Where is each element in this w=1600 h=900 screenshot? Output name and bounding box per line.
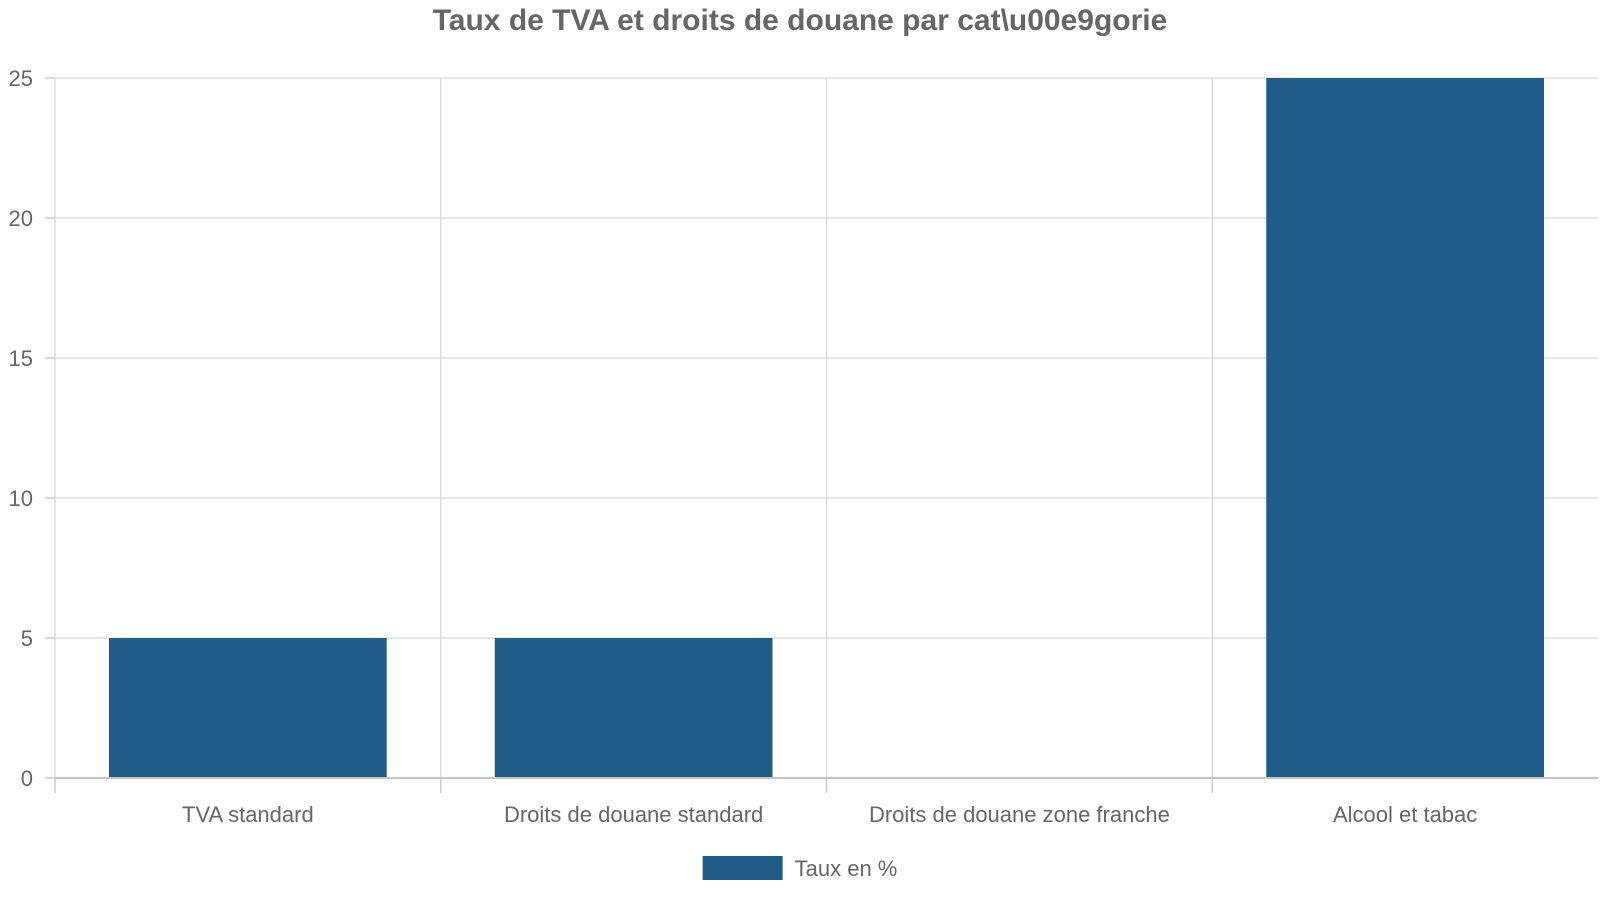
x-tick-label: Droits de douane zone franche [869,802,1170,827]
y-tick-label: 15 [9,346,33,371]
x-tick-label: TVA standard [182,802,314,827]
x-tick-label: Droits de douane standard [504,802,763,827]
legend: Taux en % [702,856,898,881]
x-tick-label: Alcool et tabac [1333,802,1477,827]
y-tick-label: 25 [9,66,33,91]
bars [109,78,1544,778]
bar [109,638,387,778]
legend-swatch [702,856,783,880]
y-tick-label: 10 [9,486,33,511]
legend-label: Taux en % [795,856,898,881]
axes: 0 5 10 15 20 25 TVA standard Droits de douane s… [9,66,1598,827]
bar [1266,78,1544,778]
y-tick-label: 0 [21,766,33,791]
y-tick-label: 5 [21,626,33,651]
chart-title: Taux de TVA et droits de douane par cat\… [433,4,1168,37]
bar [494,638,773,778]
y-tick-label: 20 [9,206,33,231]
